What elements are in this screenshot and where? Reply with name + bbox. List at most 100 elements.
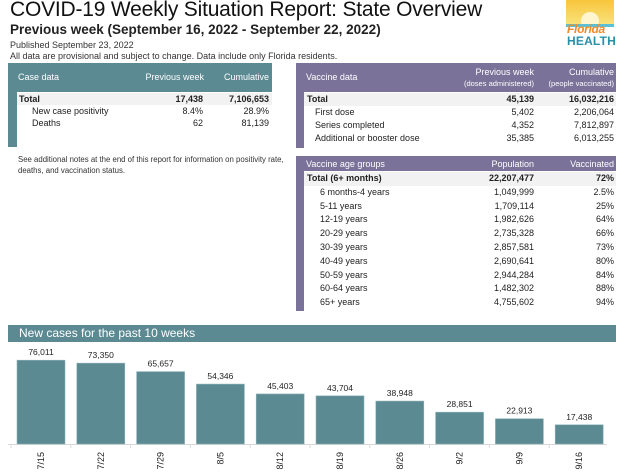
population-value: 2,690,641 [493,255,534,266]
x-tick-label: 7/22 [96,452,106,470]
age-group-label: 20-29 years [320,228,368,239]
table-row: 20-29 years 2,735,328 66% [304,227,616,241]
vaccinated-percent: 73% [595,242,614,252]
age-header-label: Vaccine age groups [306,159,385,169]
age-group-label: 6 months-4 years [320,186,390,197]
report-title: COVID-19 Weekly Situation Report: State … [10,0,483,21]
vaccinated-percent: 64% [595,214,614,225]
previous-week-value: 62 [192,118,203,128]
chart-title: New cases for the past 10 weeks [19,326,196,340]
table-row: 40-49 years 2,690,641 80% [304,255,616,269]
age-group-label: 60-64 years [320,283,368,294]
table-row: 65+ years 4,755,602 94% [304,296,616,310]
published-date: Published September 23, 2022 [10,40,134,50]
bar-value-label: 28,851 [447,399,473,409]
previous-week-value: 17,438 [175,94,203,104]
x-tick-label: 8/26 [395,452,405,470]
x-tick-label: 8/5 [215,452,225,465]
cumulative-value: 28.9% [243,106,269,116]
x-tick-label: 9/9 [514,452,524,465]
table-row: 60-64 years 1,482,302 88% [304,282,616,296]
x-tick-label: 9/2 [455,452,465,465]
table-row: Deaths 62 81,139 [17,117,272,129]
population-value: 22,207,477 [488,173,534,183]
population-value: 1,049,999 [493,186,534,197]
bar-8/19 [315,395,365,445]
vaccine-header-cum: Cumulative [568,67,614,77]
bar-9/9 [495,418,544,445]
logo-florida-text: Florida [567,22,605,36]
previous-week-value: 5,402 [511,107,534,117]
bar-value-label: 17,438 [566,412,592,422]
previous-week-value: 8.4% [182,106,203,116]
table-total-row: Total 45,139 16,032,216 [304,93,616,106]
population-value: 1,709,114 [494,200,534,211]
x-tick-label: 7/15 [36,452,46,470]
case-header-label: Case data [18,72,60,82]
bar-8/12 [255,393,305,445]
bar-value-label: 76,011 [28,347,54,357]
table-row: Additional or booster dose 35,385 6,013,25… [304,132,616,145]
cumulative-value: 7,812,897 [573,120,614,130]
new-cases-bar-chart: 76,011 7/15 73,350 7/22 65,657 7/29 54,346 8/5 4… [8,347,607,470]
table-total-row: Total (6+ months) 22,207,477 72% [304,172,616,186]
bar-9/2 [435,411,484,445]
vaccinated-percent: 66% [595,228,614,239]
age-header-vaccinated: Vaccinated [570,159,614,169]
row-label: Total [19,94,40,104]
age-group-label: Total (6+ months) [307,173,382,183]
disclaimer: All data are provisional and subject to … [10,51,338,61]
logo-health-text: HEALTH [567,34,616,48]
vaccinated-percent: 2.5% [593,186,614,197]
previous-week-value: 45,139 [506,94,534,104]
population-value: 2,944,284 [493,269,534,280]
table-total-row: Total 17,438 7,106,653 [17,93,272,105]
table-row: Series completed 4,352 7,812,897 [304,119,616,132]
table-row: 6 months-4 years 1,049,999 2.5% [304,186,616,200]
row-label: First dose [315,107,355,117]
bar-value-label: 38,948 [387,388,413,398]
cumulative-value: 6,013,255 [573,133,614,143]
age-table-body [304,171,616,311]
row-label: Series completed [315,120,385,130]
age-header-population: Population [491,159,534,169]
row-label: Additional or booster dose [315,133,420,143]
case-header-prev: Previous week [145,72,204,82]
chart-header-bar [8,325,616,342]
row-label: New case positivity [32,106,109,116]
age-group-label: 50-59 years [320,269,368,280]
cumulative-value: 2,206,064 [573,107,614,117]
population-value: 1,982,626 [493,214,534,225]
cumulative-value: 16,032,216 [568,94,614,104]
additional-notes: See additional notes at the end of this … [18,155,284,175]
bar-value-label: 65,657 [148,359,174,369]
table-row: 30-39 years 2,857,581 73% [304,241,616,255]
x-tick-label: 8/12 [275,452,285,470]
table-row: 50-59 years 2,944,284 84% [304,269,616,283]
vaccine-data-table: Vaccine data Previous week (doses admini… [296,63,616,148]
bar-value-label: 43,704 [327,383,353,393]
population-value: 4,755,602 [493,297,534,308]
bar-value-label: 54,346 [207,371,233,381]
vaccine-subheader-prev: (doses administered) [463,79,534,88]
vaccine-header-prev: Previous week [475,67,534,77]
x-tick-label: 9/16 [574,452,584,470]
age-group-label: 5-11 years [320,200,362,211]
vaccine-subheader-cum: (people vaccinated) [548,79,614,88]
vaccinated-percent: 80% [595,255,614,266]
x-tick-label: 7/29 [156,452,166,470]
table-row: First dose 5,402 2,206,064 [304,106,616,119]
vaccinated-percent: 72% [595,173,614,183]
vaccinated-percent: 94% [595,297,614,308]
population-value: 2,735,328 [493,228,534,239]
cumulative-value: 7,106,653 [228,94,269,104]
bar-value-label: 22,913 [506,406,532,416]
sea-stripe [566,24,614,27]
age-group-label: 40-49 years [320,255,368,266]
cumulative-value: 81,139 [241,118,269,128]
population-value: 2,857,581 [493,242,534,252]
row-label: Deaths [32,118,61,128]
florida-health-logo: Florida HEALTH [566,0,618,50]
age-group-label: 65+ years [320,297,360,308]
bar-8/5 [196,383,245,445]
